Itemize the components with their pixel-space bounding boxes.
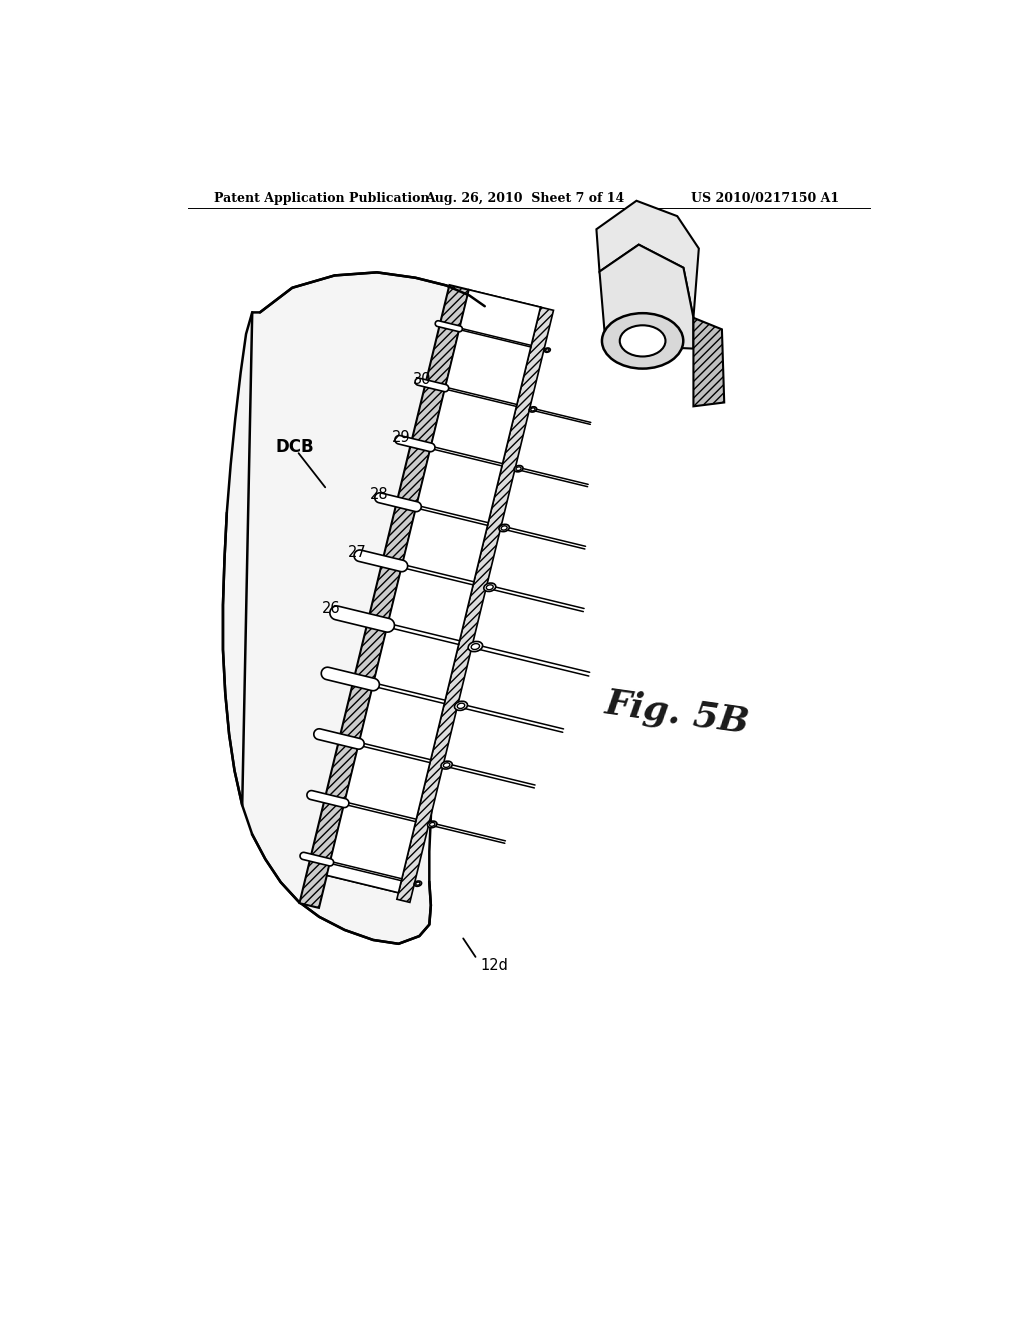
Ellipse shape bbox=[486, 585, 494, 590]
Text: 29: 29 bbox=[391, 429, 410, 445]
Text: 28: 28 bbox=[371, 487, 389, 502]
Ellipse shape bbox=[441, 762, 453, 770]
Text: DCB: DCB bbox=[275, 438, 314, 457]
Polygon shape bbox=[596, 201, 698, 318]
Ellipse shape bbox=[530, 408, 536, 411]
Ellipse shape bbox=[443, 763, 450, 767]
Ellipse shape bbox=[458, 704, 465, 709]
Polygon shape bbox=[435, 321, 463, 331]
Text: Aug. 26, 2010  Sheet 7 of 14: Aug. 26, 2010 Sheet 7 of 14 bbox=[425, 191, 625, 205]
Polygon shape bbox=[415, 378, 449, 392]
Ellipse shape bbox=[545, 348, 550, 352]
Polygon shape bbox=[327, 290, 541, 892]
Polygon shape bbox=[322, 667, 379, 690]
Ellipse shape bbox=[428, 821, 437, 828]
Polygon shape bbox=[299, 285, 469, 908]
Polygon shape bbox=[395, 436, 435, 451]
Text: US 2010/0217150 A1: US 2010/0217150 A1 bbox=[691, 191, 839, 205]
Polygon shape bbox=[307, 791, 349, 808]
Ellipse shape bbox=[414, 880, 422, 886]
Polygon shape bbox=[223, 272, 500, 944]
Polygon shape bbox=[300, 853, 334, 866]
Text: Patent Application Publication: Patent Application Publication bbox=[214, 191, 429, 205]
Polygon shape bbox=[313, 729, 365, 750]
Polygon shape bbox=[397, 308, 554, 903]
Polygon shape bbox=[330, 606, 394, 632]
Polygon shape bbox=[693, 318, 724, 407]
Ellipse shape bbox=[501, 525, 507, 531]
Ellipse shape bbox=[471, 644, 479, 649]
Ellipse shape bbox=[483, 583, 496, 591]
Ellipse shape bbox=[416, 882, 420, 886]
Ellipse shape bbox=[529, 407, 537, 412]
Ellipse shape bbox=[499, 524, 509, 532]
Ellipse shape bbox=[455, 701, 468, 710]
Ellipse shape bbox=[546, 348, 549, 351]
Polygon shape bbox=[327, 290, 541, 892]
Text: 26: 26 bbox=[323, 601, 341, 616]
Text: 12d: 12d bbox=[481, 958, 509, 973]
Ellipse shape bbox=[429, 822, 435, 826]
Ellipse shape bbox=[602, 313, 683, 368]
Ellipse shape bbox=[516, 467, 521, 470]
Ellipse shape bbox=[468, 642, 482, 652]
Text: 30: 30 bbox=[413, 372, 431, 387]
Polygon shape bbox=[599, 244, 693, 348]
Polygon shape bbox=[375, 492, 421, 512]
Polygon shape bbox=[354, 550, 408, 572]
Text: Fig. 5B: Fig. 5B bbox=[603, 685, 752, 741]
Ellipse shape bbox=[514, 466, 523, 471]
Text: 27: 27 bbox=[348, 545, 367, 560]
Ellipse shape bbox=[620, 325, 666, 356]
